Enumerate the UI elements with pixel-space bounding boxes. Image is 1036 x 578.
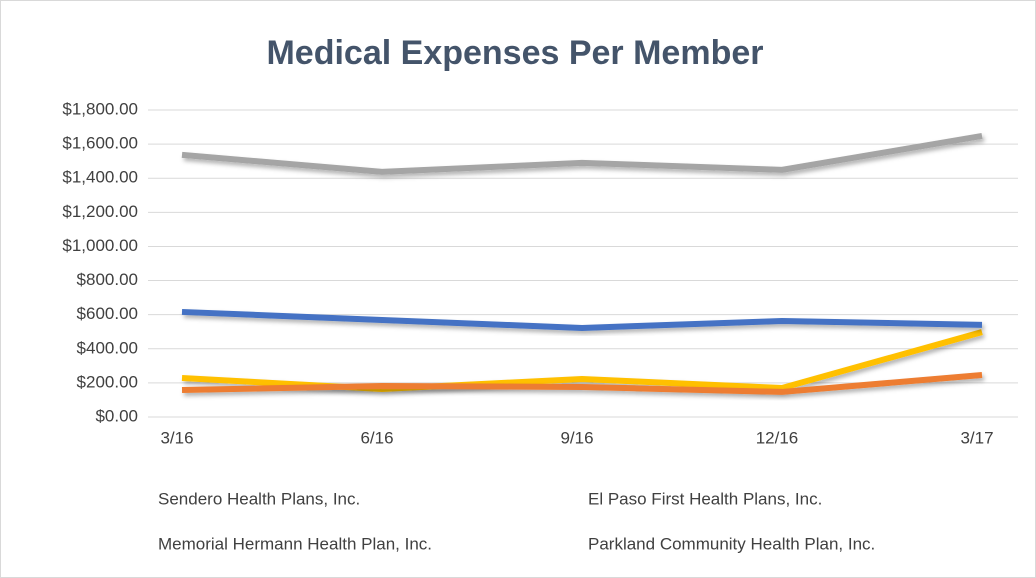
y-tick-label: $1,800.00	[62, 99, 138, 118]
y-tick-label: $400.00	[77, 338, 138, 357]
y-tick-label: $1,200.00	[62, 202, 138, 221]
y-tick-label: $0.00	[95, 406, 138, 425]
legend-label: Memorial Hermann Health Plan, Inc.	[158, 534, 432, 553]
y-tick-label: $600.00	[77, 304, 138, 323]
x-tick-label: 12/16	[756, 428, 799, 447]
legend-label: El Paso First Health Plans, Inc.	[588, 489, 822, 508]
legend-label: Parkland Community Health Plan, Inc.	[588, 534, 875, 553]
x-tick-label: 6/16	[360, 428, 393, 447]
x-tick-label: 3/17	[960, 428, 993, 447]
chart-title: Medical Expenses Per Member	[266, 34, 763, 72]
y-tick-label: $1,000.00	[62, 236, 138, 255]
y-tick-label: $800.00	[77, 270, 138, 289]
series-line	[181, 308, 983, 331]
x-tick-label: 9/16	[560, 428, 593, 447]
y-tick-label: $1,600.00	[62, 134, 138, 153]
y-tick-label: $200.00	[77, 372, 138, 391]
x-tick-label: 3/16	[160, 428, 193, 447]
legend-label: Sendero Health Plans, Inc.	[158, 489, 360, 508]
series-line	[181, 132, 983, 175]
y-tick-label: $1,400.00	[62, 168, 138, 187]
series-line	[181, 372, 983, 395]
